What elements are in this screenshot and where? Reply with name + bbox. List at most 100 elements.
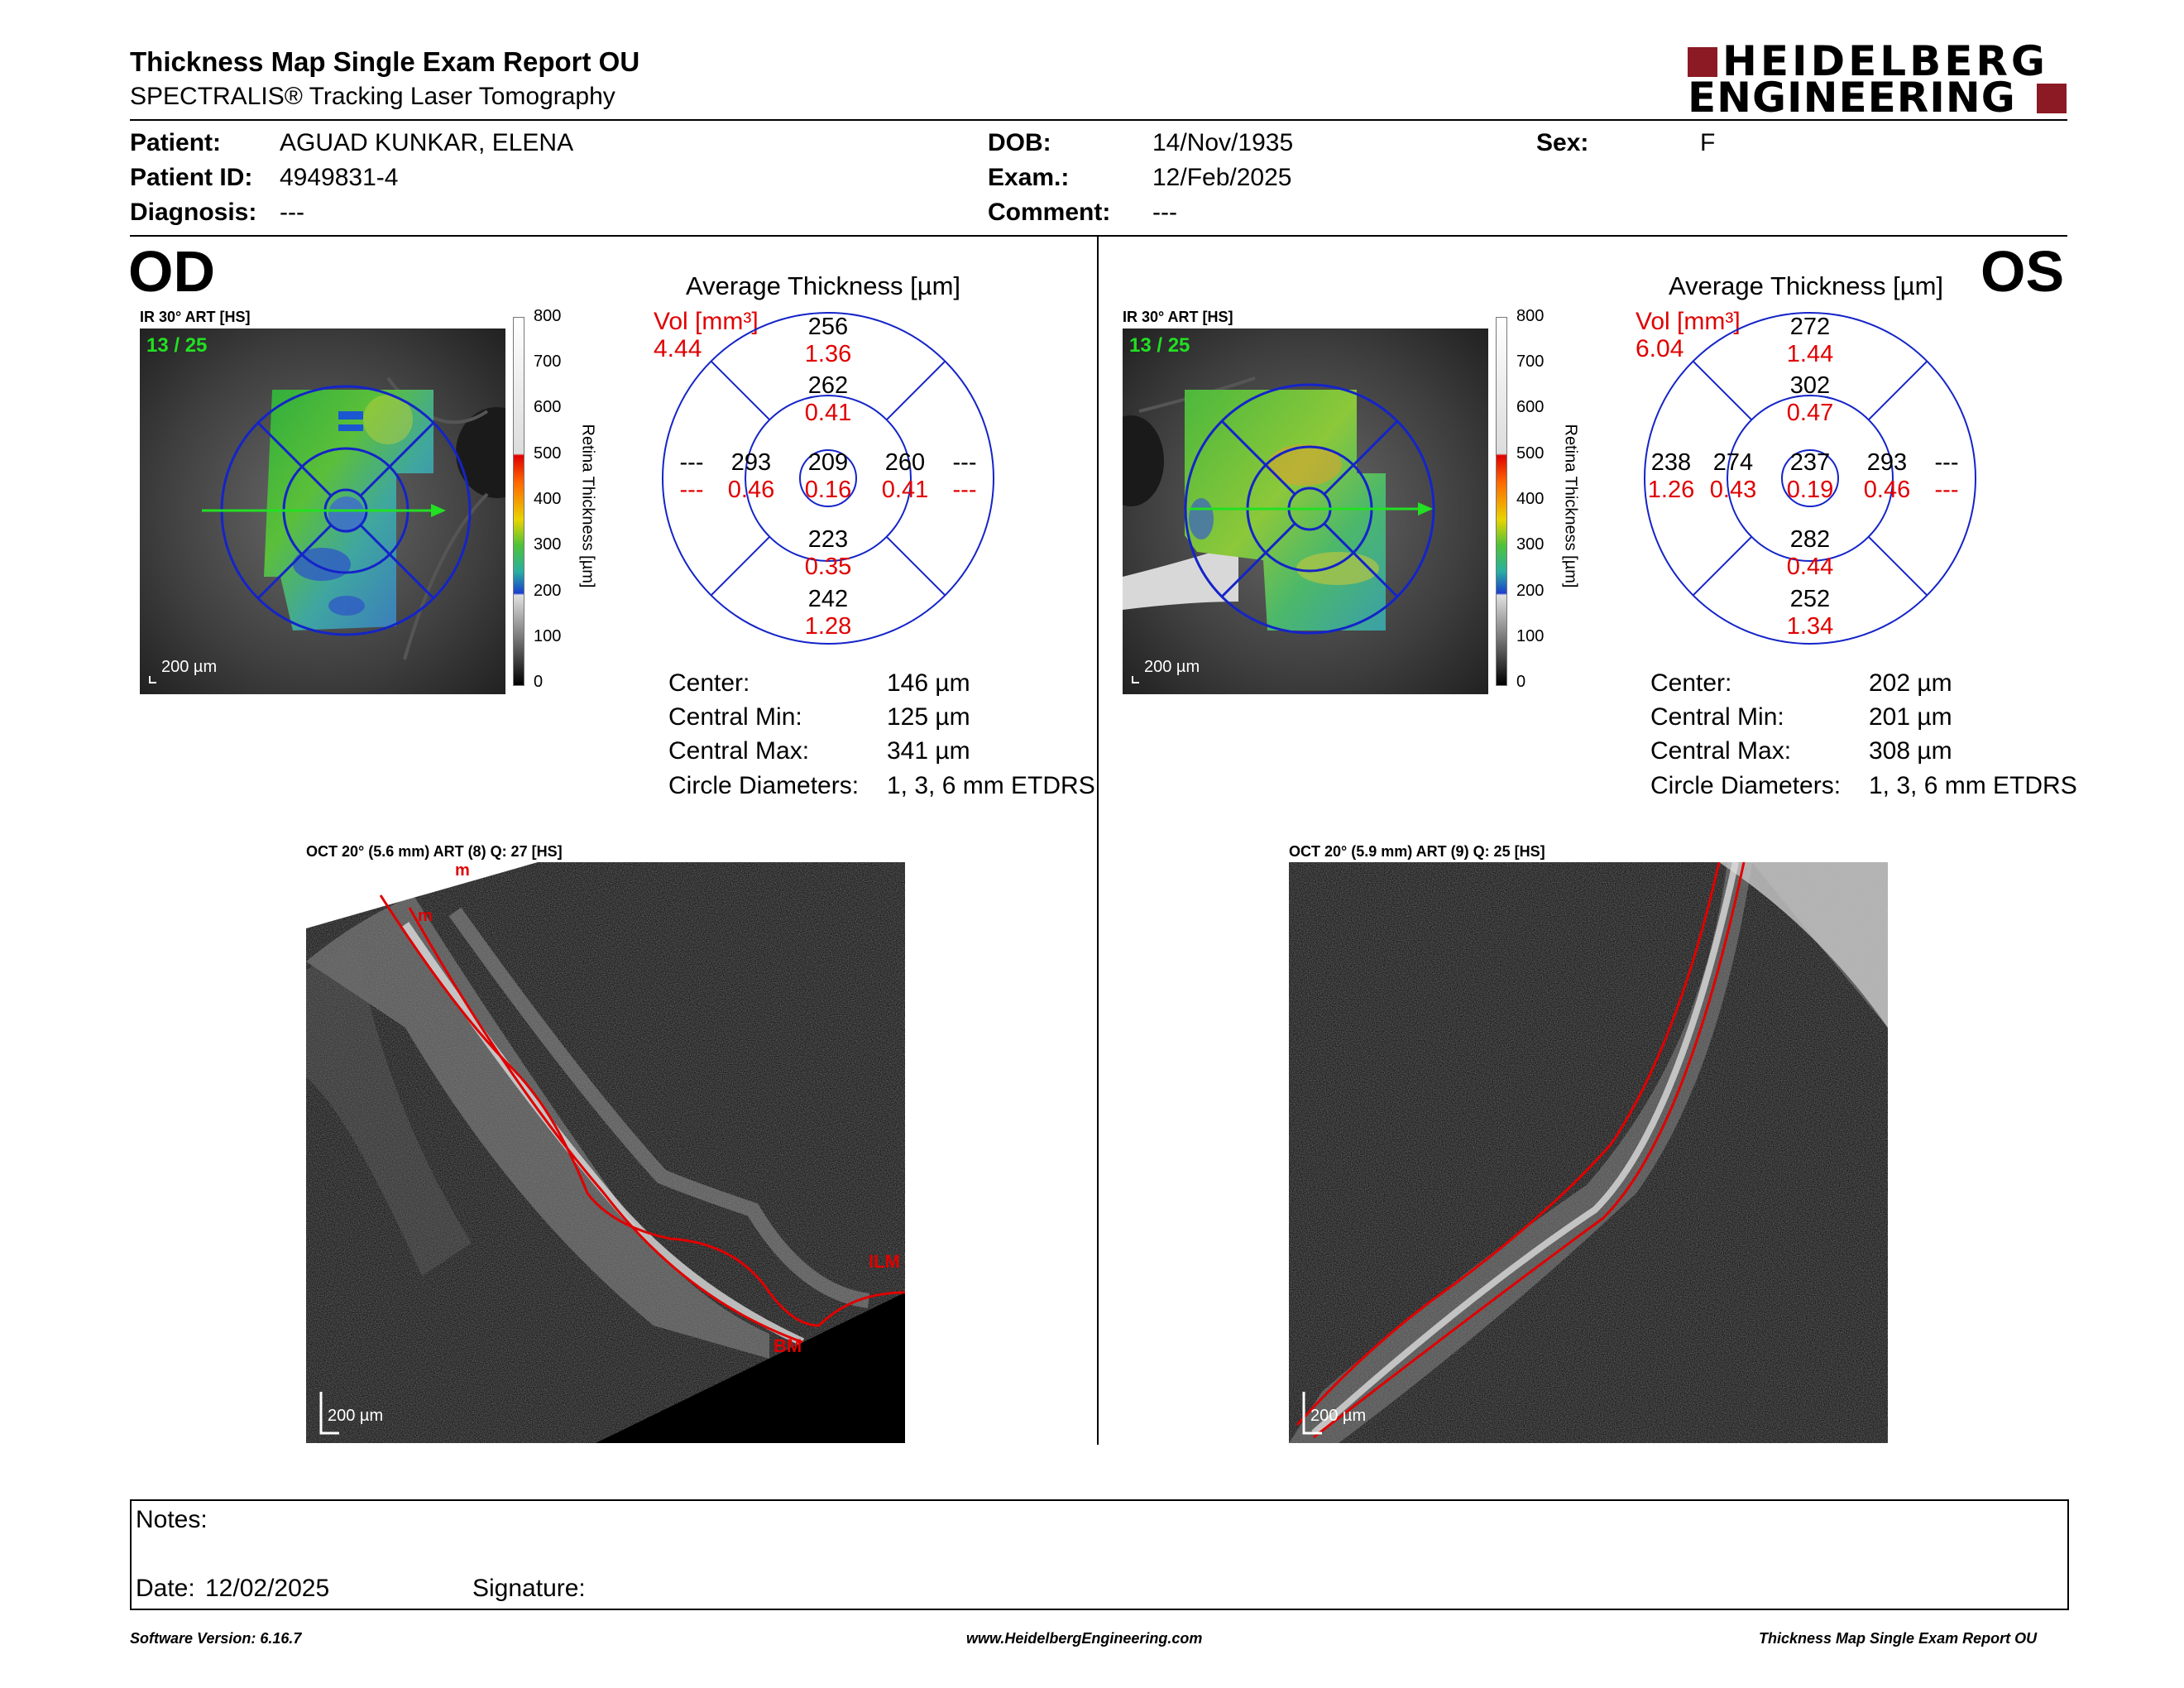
od-oct-label: OCT 20° (5.6 mm) ART (8) Q: 27 [HS] [306,843,563,860]
tick: 0 [1516,673,1526,691]
tick: 100 [534,627,562,645]
od-min-value: 125 µm [887,703,970,731]
footer-software-version: Software Version: 6.16.7 [130,1630,302,1647]
os-outer-left: 238 1.26 [1647,449,1695,503]
notes-box [130,1499,2069,1610]
tick: 700 [534,352,562,371]
os-max-label: Central Max: [1650,737,1792,765]
os-diam-label: Circle Diameters: [1650,772,1842,799]
od-max-value: 341 µm [887,737,970,765]
center-divider [1097,237,1099,1445]
brand-logo: HEIDELBERG ENGINEERING [1688,41,2068,122]
od-fundus-label: IR 30° ART [HS] [140,309,251,325]
od-etdrs-values: 256 1.36 262 0.41 209 0.16 223 0.35 242 1.28 … [659,309,998,648]
os-inner-inf: 282 0.44 [1786,526,1834,580]
patient-name: AGUAD KUNKAR, ELENA [280,129,574,156]
od-oct-scale: 200 µm [328,1407,384,1425]
od-oct-marker-m2: m [418,907,433,925]
tick: 600 [1516,398,1545,416]
os-oct-label: OCT 20° (5.9 mm) ART (9) Q: 25 [HS] [1289,843,1545,860]
diagnosis-label: Diagnosis: [130,199,257,226]
os-oct-image [1289,862,1888,1443]
footer-website[interactable]: www.HeidelbergEngineering.com [966,1630,1203,1647]
od-center-value: 146 µm [887,669,970,697]
od-inner-nasal: 260 0.41 [881,449,929,503]
os-outer-right: --- --- [1934,449,1959,503]
od-oct-marker-ilm: ILM [869,1251,900,1272]
od-colorbar-title: Retina Thickness [µm] [578,424,597,588]
notes-label: Notes: [136,1506,208,1533]
od-fundus-scale: 200 µm [161,658,218,676]
od-outer-right: --- --- [952,449,977,503]
patient-id-label: Patient ID: [130,164,253,191]
brand-line1: HEIDELBERG [1722,37,2048,85]
diagnosis-value: --- [280,199,304,226]
od-inner-inf: 223 0.35 [804,526,852,580]
tick: 800 [1516,307,1545,325]
tick: 200 [1516,582,1545,600]
od-diam-label: Circle Diameters: [668,772,860,799]
os-outer-sup: 272 1.44 [1786,314,1834,367]
od-etdrs-grid [662,312,994,645]
date-value: 12/02/2025 [205,1575,330,1602]
od-outer-inf: 242 1.28 [804,586,852,640]
od-avg-title: Average Thickness [µm] [686,271,961,300]
exam-date: 12/Feb/2025 [1152,164,1292,191]
footer-report-name: Thickness Map Single Exam Report OU [1759,1630,2038,1647]
tick: 500 [1516,444,1545,463]
tick: 200 [534,582,562,600]
os-center: 237 0.19 [1786,449,1834,503]
dob-value: 14/Nov/1935 [1152,129,1294,156]
os-frame-counter: 13 / 25 [1129,334,1190,357]
os-vol-label: Vol [mm³] [1636,308,1741,335]
tick: 700 [1516,352,1545,371]
od-min-label: Central Min: [668,703,802,731]
sex-label: Sex: [1536,129,1589,156]
os-fundus-image [1123,328,1488,694]
os-inner-left: 274 0.43 [1709,449,1757,503]
dob-label: DOB: [988,129,1051,156]
od-oct-image [306,862,905,1443]
od-diam-value: 1, 3, 6 mm ETDRS [887,772,1095,799]
od-inner-temporal: 293 0.46 [727,449,775,503]
os-colorbar [1496,317,1507,686]
eye-label-od: OD [128,239,215,304]
od-fundus-image [140,328,505,694]
tick: 400 [1516,490,1545,508]
os-vol-value: 6.04 [1636,335,1684,362]
od-center: 209 0.16 [804,449,852,503]
od-oct-marker-bm: BM [774,1336,802,1356]
tick: 0 [534,673,544,691]
od-inner-sup: 262 0.41 [804,372,852,426]
sex-value: F [1700,129,1716,156]
od-colorbar [513,317,524,686]
patient-id: 4949831-4 [280,164,399,191]
os-inner-sup: 302 0.47 [1786,372,1834,426]
os-fundus-label: IR 30° ART [HS] [1123,309,1233,325]
tick: 300 [534,535,562,554]
report-title: Thickness Map Single Exam Report OU [130,46,640,77]
logo-square-right [2037,84,2067,113]
info-rule [130,235,2067,237]
tick: 100 [1516,627,1545,645]
report-subtitle: SPECTRALIS® Tracking Laser Tomography [130,83,615,110]
os-diam-value: 1, 3, 6 mm ETDRS [1869,772,2077,799]
od-vol-value: 4.44 [654,335,702,362]
eye-label-os: OS [1980,239,2065,304]
os-etdrs-grid [1644,312,1976,645]
brand-line2: ENGINEERING [1688,74,2016,122]
os-outer-inf: 252 1.34 [1786,586,1834,640]
tick: 300 [1516,535,1545,554]
os-etdrs-values: 272 1.44 302 0.47 237 0.19 282 0.44 252 1.34 … [1640,309,1980,648]
comment-label: Comment: [988,199,1111,226]
od-outer-sup: 256 1.36 [804,314,852,367]
od-outer-left: --- --- [679,449,704,503]
os-inner-right: 293 0.46 [1863,449,1911,503]
os-center-value: 202 µm [1869,669,1952,697]
os-colorbar-title: Retina Thickness [µm] [1561,424,1580,588]
os-min-label: Central Min: [1650,703,1784,731]
signature-label: Signature: [472,1575,586,1602]
os-oct-scale: 200 µm [1310,1407,1367,1425]
od-vol-label: Vol [mm³] [654,308,759,335]
od-oct-marker-m1: m [455,861,470,880]
